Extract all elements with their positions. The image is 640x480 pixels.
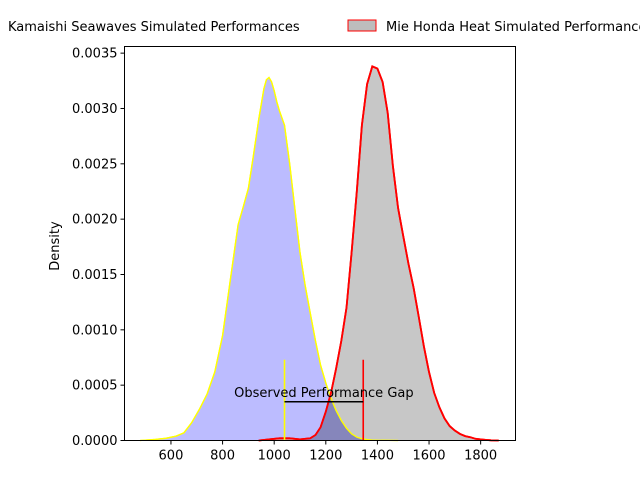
- x-tick-label: 1200: [309, 449, 342, 464]
- y-tick-label: 0.0015: [72, 268, 118, 283]
- overlap-area: [300, 397, 399, 441]
- annotation: Observed Performance Gap: [234, 386, 414, 403]
- density-line-top-1: [139, 76, 399, 442]
- x-tick-label: 1400: [361, 449, 394, 464]
- density-line-top-2: [258, 65, 499, 442]
- plot-area: [139, 65, 499, 442]
- density-area-2: [258, 66, 499, 441]
- x-tick-label: 800: [210, 449, 235, 464]
- legend-label-mie-honda: Mie Honda Heat Simulated Performances: [386, 20, 640, 35]
- y-tick-label: 0.0035: [72, 47, 118, 62]
- gap-label: Observed Performance Gap: [234, 386, 413, 401]
- y-tick-label: 0.0005: [72, 379, 118, 394]
- plot-frame: [124, 46, 516, 441]
- legend-swatch-mie-honda: [347, 19, 377, 32]
- legend-label-kamaishi: Kamaishi Seawaves Simulated Performances: [8, 20, 300, 35]
- x-tick-label: 1800: [464, 449, 497, 464]
- y-tick-label: 0.0025: [72, 157, 118, 172]
- y-tick-label: 0.0020: [72, 213, 118, 228]
- y-tick-label: 0.0000: [72, 434, 118, 449]
- y-tick-label: 0.0010: [72, 323, 118, 338]
- y-tick-label: 0.0030: [72, 102, 118, 117]
- density-area-1: [140, 77, 399, 441]
- x-tick-label: 600: [159, 449, 184, 464]
- x-tick-label: 1000: [258, 449, 291, 464]
- x-tick-label: 1600: [412, 449, 445, 464]
- x-axis: 600 800 1000 1200 1400 1600 1800: [159, 440, 497, 464]
- legend: Kamaishi Seawaves Simulated Performances…: [8, 19, 640, 35]
- y-axis: 0.0000 0.0005 0.0010 0.0015 0.0020 0.0025 0.00…: [72, 47, 125, 449]
- y-axis-label: Density: [48, 221, 63, 271]
